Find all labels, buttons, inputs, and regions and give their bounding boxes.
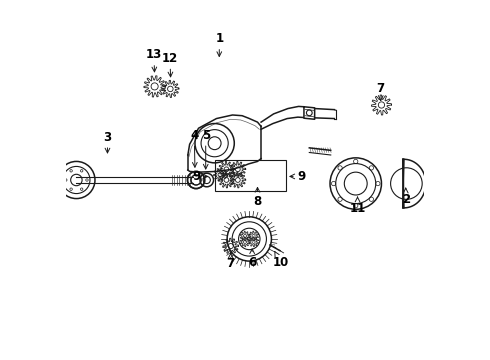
Text: 1: 1 xyxy=(215,32,223,57)
Text: 8: 8 xyxy=(253,188,262,208)
Text: 4: 4 xyxy=(190,129,198,167)
Text: 7: 7 xyxy=(227,253,235,270)
Text: 11: 11 xyxy=(349,197,366,215)
Text: 12: 12 xyxy=(162,52,178,77)
Text: 10: 10 xyxy=(272,251,289,269)
Text: 6: 6 xyxy=(248,249,256,269)
Text: 13: 13 xyxy=(146,49,162,72)
Text: 9: 9 xyxy=(193,170,208,183)
Text: 2: 2 xyxy=(402,188,410,206)
Text: 9: 9 xyxy=(290,170,306,183)
Bar xyxy=(215,160,286,191)
Text: 7: 7 xyxy=(377,82,385,100)
Text: 5: 5 xyxy=(201,129,210,169)
Text: 3: 3 xyxy=(103,131,112,153)
